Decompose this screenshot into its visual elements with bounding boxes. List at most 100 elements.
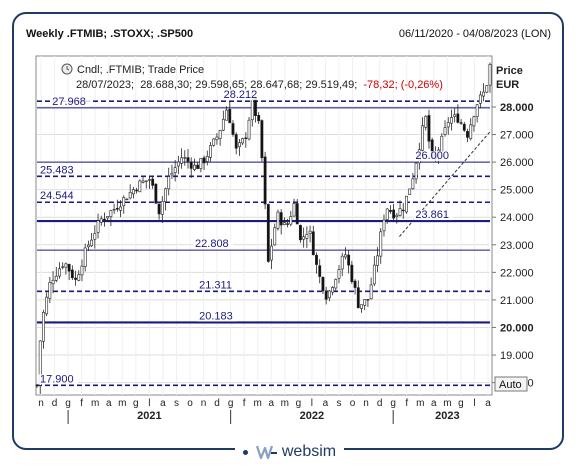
level-label: 21.311	[199, 279, 232, 291]
candle-body	[427, 115, 431, 142]
date-range: 06/11/2020 - 04/08/2023 (LON)	[398, 28, 551, 40]
month-tick-label: a	[485, 398, 491, 409]
candle-body	[321, 277, 325, 292]
candle-body	[202, 157, 206, 164]
level-label-bg	[50, 96, 91, 107]
candle-body	[462, 123, 466, 131]
candle-body	[324, 291, 328, 300]
plot-area	[35, 55, 493, 396]
month-tick-label: g	[458, 398, 464, 409]
auto-button[interactable]: Auto	[494, 376, 528, 392]
price-tick-label: 22.000	[500, 267, 534, 279]
candle-body	[164, 188, 167, 202]
candle-body	[292, 203, 296, 217]
month-tick-label: a	[160, 398, 166, 409]
candle-body	[443, 127, 447, 135]
candle-body	[119, 206, 122, 211]
month-tick-label: m	[118, 398, 126, 409]
candle-body	[209, 145, 212, 158]
candle-body	[424, 116, 428, 128]
candle-body	[38, 340, 42, 386]
candle-body	[215, 136, 219, 141]
candle-body	[131, 189, 135, 195]
candle-body	[311, 231, 315, 256]
candle-body	[485, 85, 489, 93]
year-label: 2022	[300, 410, 324, 422]
price-tick-label: 24.000	[500, 212, 534, 224]
candle-body	[125, 198, 129, 201]
candle-body	[379, 231, 383, 257]
month-tick-label: m	[443, 398, 451, 409]
candle-body	[257, 114, 261, 122]
price-tick-label: 19.000	[500, 350, 534, 362]
level-label-bg	[38, 191, 78, 202]
price-tick-label: 27.000	[500, 130, 534, 142]
candle-body	[385, 208, 389, 220]
candle-body	[231, 123, 235, 135]
candle-body	[392, 209, 396, 219]
month-tick-label: g	[296, 398, 302, 409]
candle-body	[273, 227, 277, 246]
candle-body	[186, 157, 190, 162]
level-label: 25.483	[40, 164, 74, 176]
legend-series: Cndl; .FTMIB; Trade Price	[77, 64, 204, 76]
month-tick-label: a	[323, 398, 329, 409]
candle-body	[180, 157, 183, 164]
candle-body	[247, 119, 251, 140]
chart-title: Weekly .FTMIB; .STOXX; .SP500	[26, 28, 194, 40]
level-label-bg	[413, 210, 454, 221]
candle-body	[295, 203, 299, 225]
legend-icon[interactable]	[61, 63, 73, 75]
legend: Cndl; .FTMIB; Trade Price 28/07/2023; 28…	[61, 63, 443, 91]
candle-body	[266, 204, 270, 262]
year-label: 2023	[435, 410, 459, 422]
candle-body	[42, 312, 45, 342]
level-label-bg	[38, 165, 78, 176]
candle-body	[286, 223, 290, 225]
candle-body	[398, 208, 402, 216]
candle-body	[446, 122, 450, 128]
support-trendline	[399, 131, 491, 237]
month-tick-label: m	[91, 398, 99, 409]
candle-body	[244, 137, 248, 139]
month-tick-label: o	[350, 398, 356, 409]
month-tick-label: m	[416, 398, 424, 409]
candle-body	[54, 275, 58, 281]
candle-body	[67, 264, 71, 272]
candle-body	[382, 219, 386, 232]
month-tick-label: d	[52, 398, 58, 409]
level-label: 23.861	[415, 209, 449, 221]
candle-body	[196, 164, 200, 169]
candle-body	[405, 195, 408, 213]
trendline	[399, 131, 491, 237]
candle-body	[93, 233, 97, 240]
month-tick-label: l	[148, 398, 150, 409]
candle-body	[151, 178, 155, 186]
candle-body	[48, 282, 52, 299]
level-labels: 28.212 27.968 26.000 25.483 24.544 23.861 22.8…	[38, 89, 454, 385]
candle-body	[421, 125, 424, 151]
candle-body	[450, 117, 453, 124]
level-label: 27.968	[52, 96, 86, 108]
level-label: 20.183	[199, 310, 233, 322]
candle-body	[388, 210, 392, 212]
candle-body	[363, 299, 367, 306]
candle-body	[459, 122, 463, 124]
candle-body	[456, 113, 460, 123]
candle-body	[263, 156, 267, 205]
candle-body	[337, 269, 341, 279]
candle-body	[173, 167, 177, 173]
candle-body	[453, 114, 457, 117]
level-label-bg	[193, 239, 234, 250]
level-label: 22.808	[195, 238, 229, 250]
level-label-bg	[197, 280, 238, 291]
candle-body	[270, 245, 273, 261]
level-label: 17.900	[40, 373, 74, 385]
candle-body	[103, 218, 106, 221]
candle-body	[331, 287, 334, 293]
month-tick-label: f	[405, 398, 408, 409]
price-axis-label: Price	[496, 65, 523, 77]
candle-body	[466, 131, 469, 138]
month-tick-label: l	[473, 398, 475, 409]
candle-body	[327, 290, 331, 299]
